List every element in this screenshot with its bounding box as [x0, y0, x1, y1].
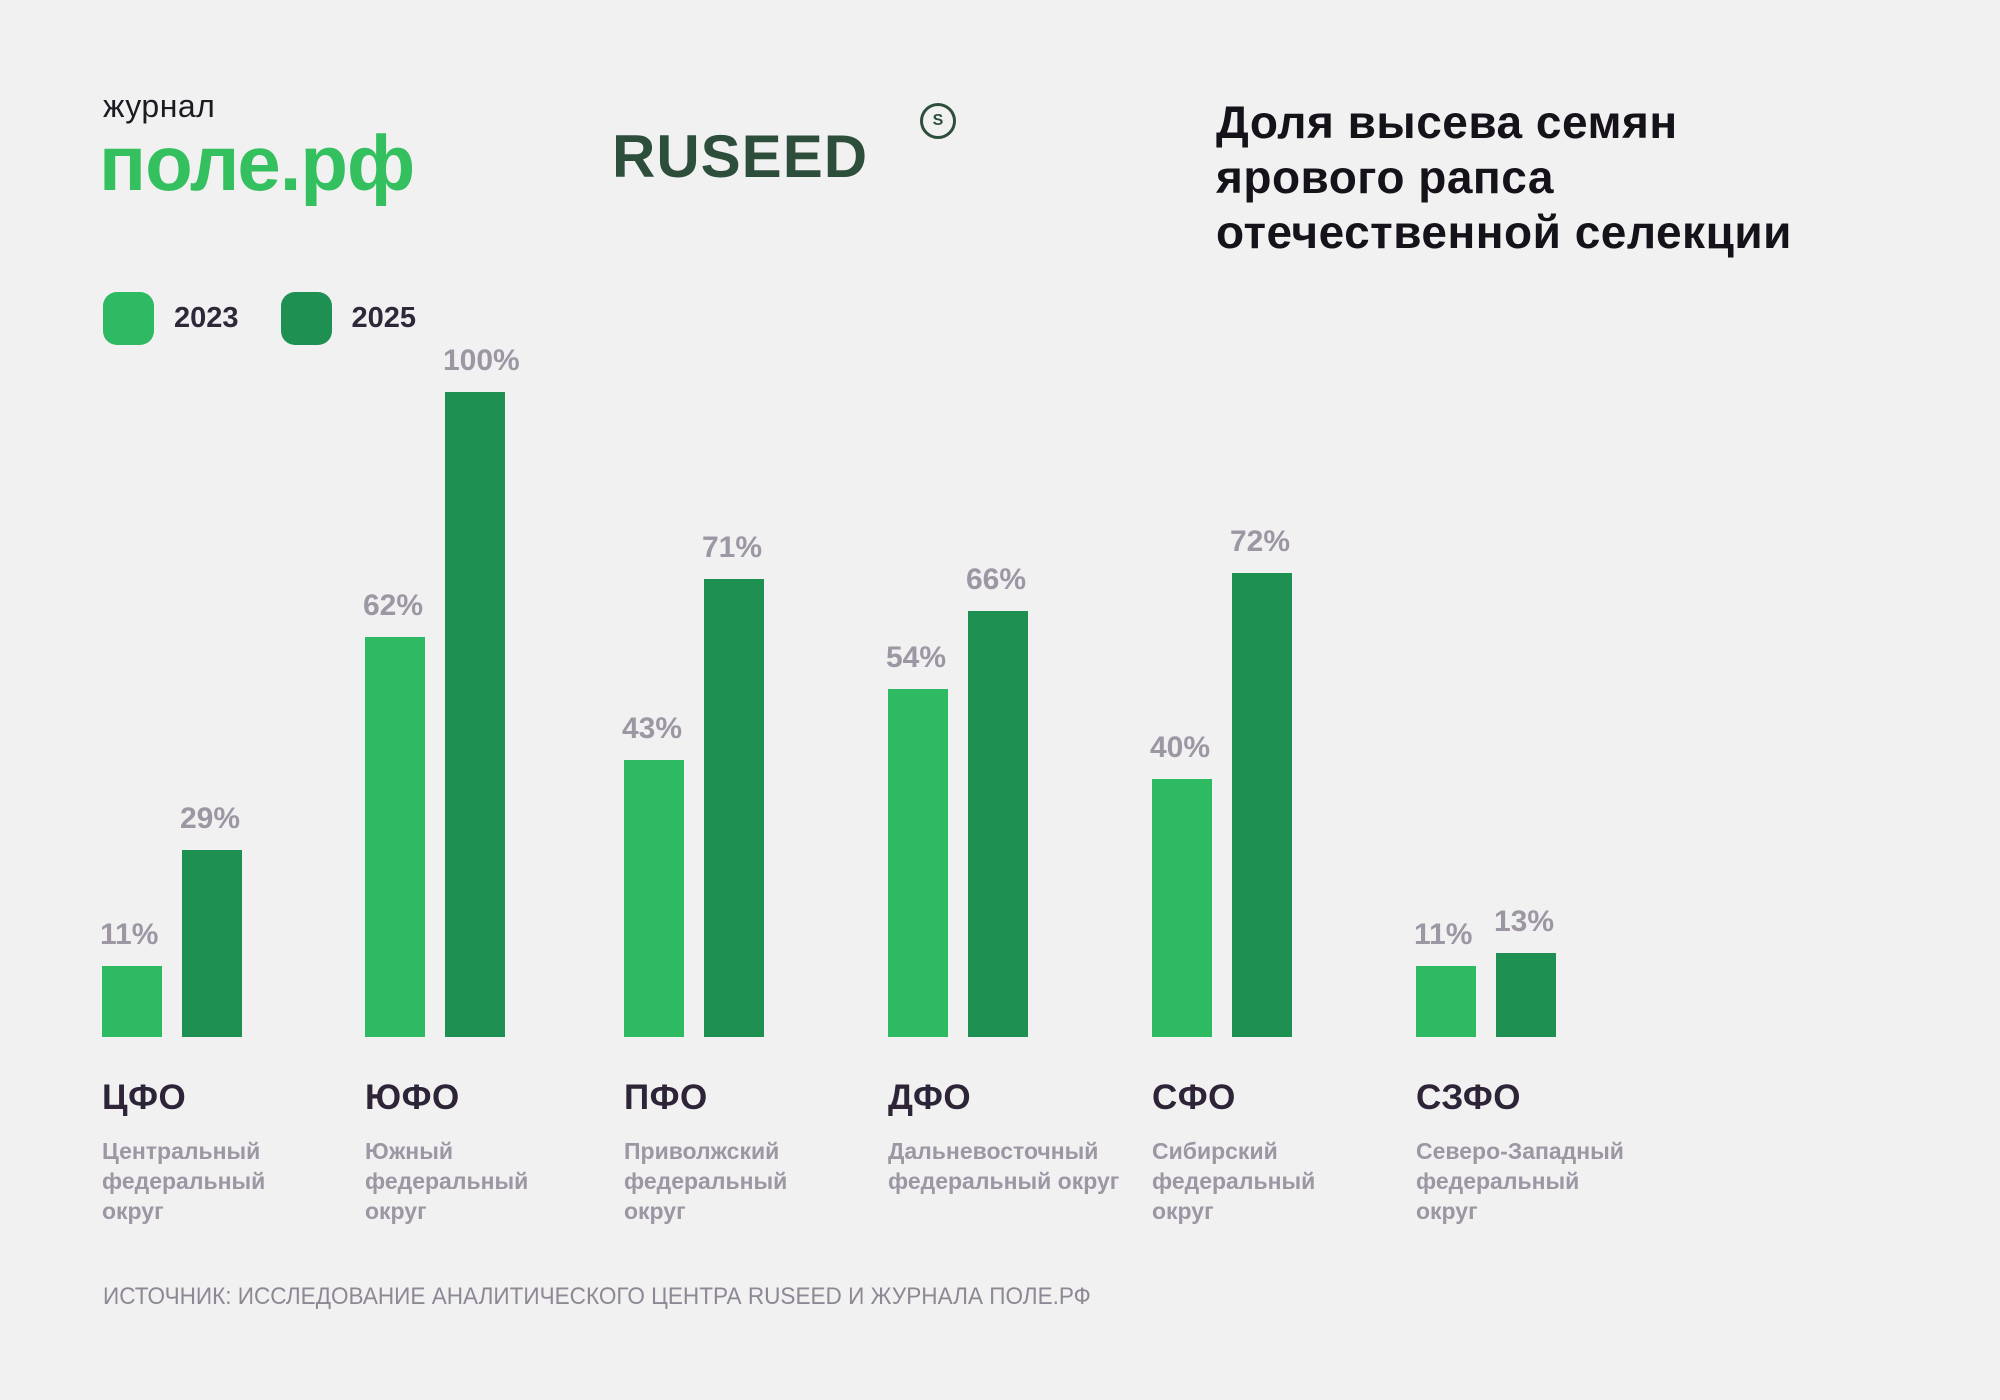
category-description-6: Северо-Западный федеральный округ: [1416, 1138, 1624, 1224]
bar-value-2023-group6: 11%: [1414, 918, 1473, 951]
bar-2023-group4: [888, 689, 948, 1037]
bar-2025-group4: [968, 611, 1028, 1037]
bar-value-2023-group4: 54%: [886, 641, 947, 674]
legend: 2023 2025: [103, 292, 416, 345]
bar-value-2023-group5: 40%: [1150, 731, 1211, 764]
page-title: Доля высева семян ярового рапса отечеств…: [1216, 95, 1792, 260]
source-note: ИСТОЧНИК: ИССЛЕДОВАНИЕ АНАЛИТИЧЕСКОГО ЦЕ…: [103, 1283, 1091, 1310]
category-description-1: Центральный федеральный округ: [102, 1138, 266, 1224]
bar-2025-group6: [1496, 953, 1556, 1037]
bar-value-2025-group5: 72%: [1230, 525, 1291, 558]
bar-2023-group3: [624, 760, 684, 1037]
title-line-2: ярового рапса: [1216, 151, 1554, 203]
legend-swatch-2025: [280, 292, 332, 345]
title-line-3: отечественной селекции: [1216, 206, 1792, 258]
category-description-3: Приволжский федеральный округ: [624, 1138, 788, 1224]
bar-2025-group1: [182, 850, 242, 1037]
legend-label-2025: 2025: [351, 302, 417, 334]
category-code-3: ПФО: [624, 1078, 708, 1117]
bar-value-2025-group4: 66%: [966, 563, 1027, 596]
category-description-4: Дальневосточный федеральный округ: [888, 1138, 1120, 1194]
category-code-5: СФО: [1152, 1078, 1236, 1117]
bar-2025-group3: [704, 579, 764, 1037]
legend-item-2025: 2025: [280, 292, 417, 345]
bar-2023-group1: [102, 966, 162, 1037]
pole-rf-logo: поле.рф: [99, 119, 415, 207]
ruseed-trademark-icon: S: [920, 103, 956, 139]
bar-2025-group2: [445, 392, 505, 1037]
bar-value-2025-group3: 71%: [702, 531, 763, 564]
title-line-1: Доля высева семян: [1216, 96, 1678, 148]
bar-2023-group2: [365, 637, 425, 1037]
bar-value-2023-group2: 62%: [363, 589, 424, 622]
magazine-word-label: журнал: [103, 88, 216, 124]
bar-value-2025-group2: 100%: [443, 344, 520, 377]
legend-label-2023: 2023: [174, 302, 239, 334]
legend-item-2023: 2023: [103, 292, 239, 345]
bar-value-2023-group1: 11%: [100, 918, 159, 951]
bar-2023-group5: [1152, 779, 1212, 1037]
category-description-5: Сибирский федеральный округ: [1152, 1138, 1316, 1224]
category-code-1: ЦФО: [102, 1078, 187, 1117]
category-code-4: ДФО: [888, 1078, 972, 1117]
category-description-2: Южный федеральный округ: [365, 1138, 529, 1224]
bar-value-2025-group6: 13%: [1494, 905, 1555, 938]
ruseed-logo: RUSEED: [612, 123, 869, 190]
legend-swatch-2023: [103, 292, 154, 345]
bar-2023-group6: [1416, 966, 1476, 1037]
bar-value-2023-group3: 43%: [622, 712, 683, 745]
bar-value-2025-group1: 29%: [180, 802, 241, 835]
category-code-2: ЮФО: [365, 1078, 460, 1117]
bar-2025-group5: [1232, 573, 1292, 1037]
category-code-6: СЗФО: [1416, 1078, 1521, 1117]
